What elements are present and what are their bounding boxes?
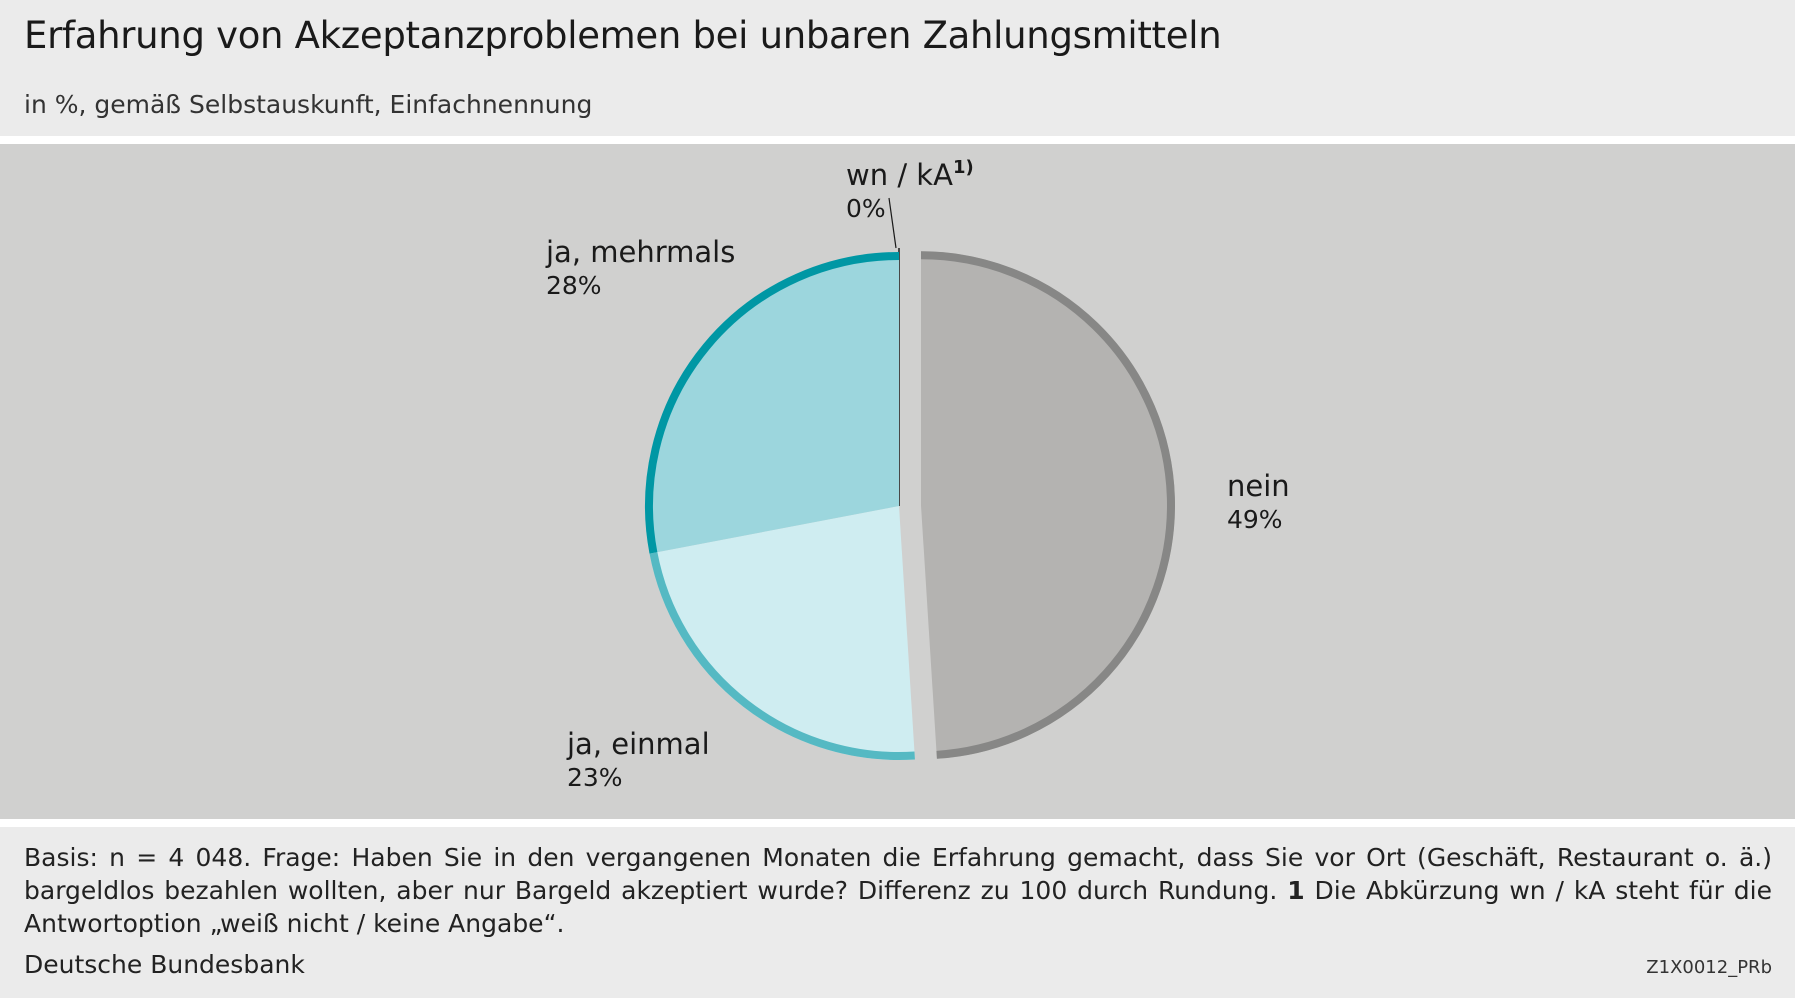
separator-bottom xyxy=(0,819,1795,827)
pie-slice-border-ja-mehrmals xyxy=(645,252,900,554)
pie-labels: wn / kA1) 0% ja, mehrmals 28% nein 49% j… xyxy=(545,157,1290,792)
footnote-abbreviation: Die Abkürzung wn / kA steht für die Antw… xyxy=(24,876,1773,938)
value-ja-einmal: 23% xyxy=(567,763,623,792)
pie-slice-ja-mehrmals xyxy=(644,252,899,554)
pie-slice-ja-einmal xyxy=(649,506,915,760)
label-ja-einmal: ja, einmal xyxy=(566,727,710,761)
label-wn-ka-text: wn / kA xyxy=(846,158,953,192)
pie-slice-border-nein xyxy=(920,251,1175,759)
leader-line-wn-ka xyxy=(888,197,897,249)
footnote: Basis: n = 4 048. Frage: Haben Sie in de… xyxy=(24,841,1772,940)
chart-header: Erfahrung von Akzeptanzproblemen bei unb… xyxy=(0,0,1795,136)
footnote-basis: Basis: n = 4 048. Frage: Haben Sie in de… xyxy=(24,843,1772,905)
source-label: Deutsche Bundesbank xyxy=(24,950,305,979)
label-wn-ka: wn / kA1) xyxy=(846,157,974,192)
pie-slice-border-ja-einmal xyxy=(649,552,915,760)
chart-subtitle: in %, gemäß Selbstauskunft, Einfachnennu… xyxy=(24,90,593,119)
label-nein: nein xyxy=(1227,469,1290,503)
pie-chart: wn / kA1) 0% ja, mehrmals 28% nein 49% j… xyxy=(545,157,1290,792)
chart-title: Erfahrung von Akzeptanzproblemen bei unb… xyxy=(24,14,1222,57)
value-ja-mehrmals: 28% xyxy=(546,271,602,300)
pie-slices xyxy=(644,248,1175,760)
value-wn-ka: 0% xyxy=(846,194,886,223)
chart-footer: Basis: n = 4 048. Frage: Haben Sie in de… xyxy=(0,827,1795,998)
label-ja-mehrmals: ja, mehrmals xyxy=(545,235,735,269)
footnote-marker: 1 xyxy=(1287,876,1305,905)
chart-code: Z1X0012_PRb xyxy=(1646,957,1772,978)
label-wn-ka-footnote: 1) xyxy=(953,157,974,178)
separator-top xyxy=(0,136,1795,144)
value-nein: 49% xyxy=(1227,505,1283,534)
chart-plot-area: wn / kA1) 0% ja, mehrmals 28% nein 49% j… xyxy=(0,144,1795,819)
pie-slice-nein xyxy=(920,251,1175,759)
